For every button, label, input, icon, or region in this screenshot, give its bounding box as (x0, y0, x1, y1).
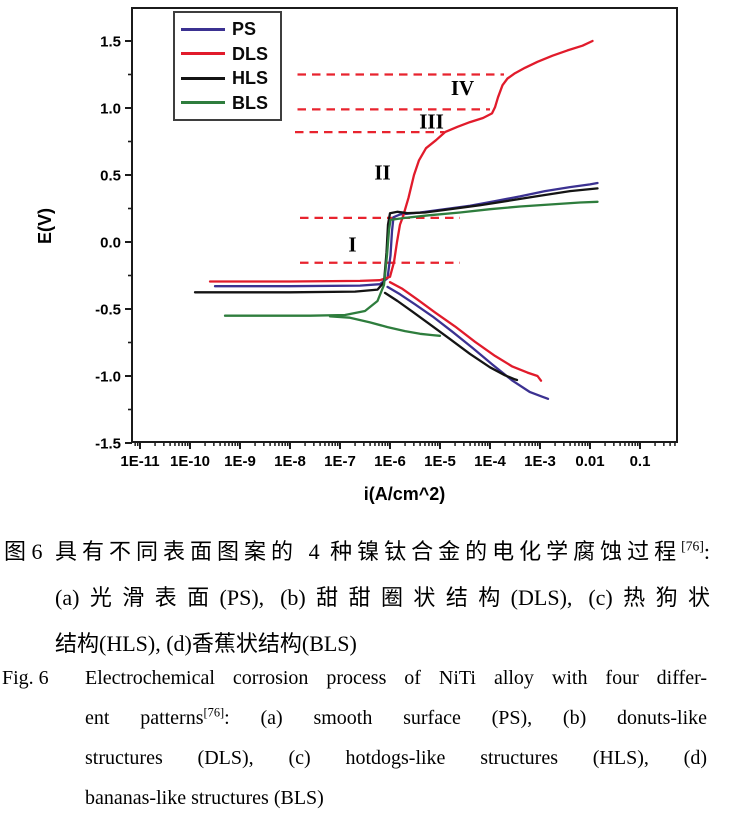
y-tick-label: -1.0 (95, 369, 121, 386)
y-axis-title: E(V) (35, 208, 55, 244)
legend-swatch-HLS (181, 76, 225, 80)
y-tick-label: 1.0 (100, 101, 121, 118)
legend-swatch-DLS (181, 52, 225, 56)
citation-ref: [76] (203, 705, 225, 720)
x-tick-label: 1E-10 (170, 453, 210, 470)
legend: PS DLS HLS BLS (173, 11, 282, 121)
legend-label-BLS: BLS (232, 92, 268, 113)
x-tick-label: 1E-9 (224, 453, 256, 470)
dashed-guides (295, 73, 504, 264)
x-tick-label: 1E-11 (120, 453, 159, 470)
y-tick-label: 1.5 (100, 34, 121, 51)
citation-ref: [76] (681, 538, 704, 554)
curve-HLS-anodic (193, 187, 599, 294)
region-label-III: III (419, 109, 444, 133)
y-tick-label: 0.5 (100, 168, 121, 185)
caption-en-line-4: bananas-like structures (BLS) (85, 787, 324, 809)
caption-cn-line-2: (a)光滑表面(PS), (b)甜甜圈状结构(DLS), (c)热狗状 (55, 585, 710, 610)
curve-BLS-cathodic (328, 315, 442, 337)
legend-label-PS: PS (232, 19, 257, 39)
caption-cn-text: 具有不同表面图案的 4 种镍钛合金的电化学腐蚀过程 (55, 539, 682, 564)
caption-cn-line-3: 结构(HLS), (d)香蕉状结构(BLS) (55, 631, 357, 656)
legend-item-BLS: BLS (181, 92, 280, 114)
region-label-II: II (374, 160, 390, 184)
curve-BLS-anodic (223, 200, 599, 317)
polarization-figure: 1.5 1.0 0.5 0.0 -0.5 -1.0 -1.5 1E-11 1E-10 1E-9 1E… (35, 7, 678, 504)
legend-swatch-BLS (181, 101, 225, 105)
caption-en-line-2: ent patterns[76]: (a) smooth surface (PS… (85, 698, 707, 738)
caption-en-number: Fig. 6 (2, 667, 49, 689)
curves (193, 39, 599, 400)
caption-en-line-1: Electrochemical corrosion process of NiT… (85, 667, 707, 689)
chart-svg: 1.51.00.50.0-0.5-1.0-1.51E-11 1E-10 1E-9 1E… (35, 7, 678, 504)
legend-swatch-PS (181, 27, 225, 31)
y-tick-label: -1.5 (95, 436, 121, 453)
legend-item-PS: PS (181, 18, 280, 40)
caption-chinese: 图 6 具有不同表面图案的 4 种镍钛合金的电化学腐蚀过程[76]: (a)光滑… (0, 529, 733, 667)
y-tick-label: 0.0 (100, 235, 121, 252)
y-tick-label: -0.5 (95, 302, 121, 319)
curve-PS-cathodic (386, 285, 550, 400)
caption-english: Fig. 6 Electrochemical corrosion process… (0, 658, 733, 818)
x-tick-label: 1E-5 (424, 453, 456, 470)
x-tick-label: 1E-4 (474, 453, 506, 470)
x-tick-label: 1E-6 (374, 453, 406, 470)
legend-item-HLS: HLS (181, 67, 280, 89)
curve-DLS-cathodic (388, 281, 543, 382)
caption-cn-line-1: 具有不同表面图案的 4 种镍钛合金的电化学腐蚀过程[76]: (55, 529, 710, 575)
y-axis: 1.5 1.0 0.5 0.0 -0.5 -1.0 -1.5 (95, 34, 132, 453)
caption-en-text2: : (a) smooth surface (PS), (b) donuts-li… (224, 707, 708, 729)
x-tick-label: 0.1 (630, 453, 651, 470)
region-label-I: I (348, 233, 356, 257)
x-axis-title: i(A/cm^2) (364, 484, 446, 504)
caption-en-line-3: structures (DLS), (c) hotdogs-like struc… (85, 747, 707, 769)
x-tick-label: 1E-7 (324, 453, 356, 470)
caption-cn-number: 图 6 (4, 539, 43, 564)
caption-en-text: ent patterns (85, 707, 204, 729)
curve-HLS-cathodic (383, 291, 519, 382)
x-tick-label: 1E-8 (274, 453, 306, 470)
caption-cn-colon: : (703, 539, 710, 564)
curve-PS-anodic (213, 181, 599, 288)
legend-item-DLS: DLS (181, 43, 280, 65)
x-tick-label: 1E-3 (524, 453, 556, 470)
region-label-IV: IV (451, 76, 474, 100)
x-axis: 1E-11 1E-10 1E-9 1E-8 1E-7 1E-6 1E-5 1E-4 1E-3 0.… (120, 442, 676, 470)
x-tick-label: 0.01 (575, 453, 604, 470)
legend-label-DLS: DLS (232, 43, 268, 64)
curve-DLS-anodic (208, 39, 594, 283)
legend-label-HLS: HLS (232, 68, 268, 89)
